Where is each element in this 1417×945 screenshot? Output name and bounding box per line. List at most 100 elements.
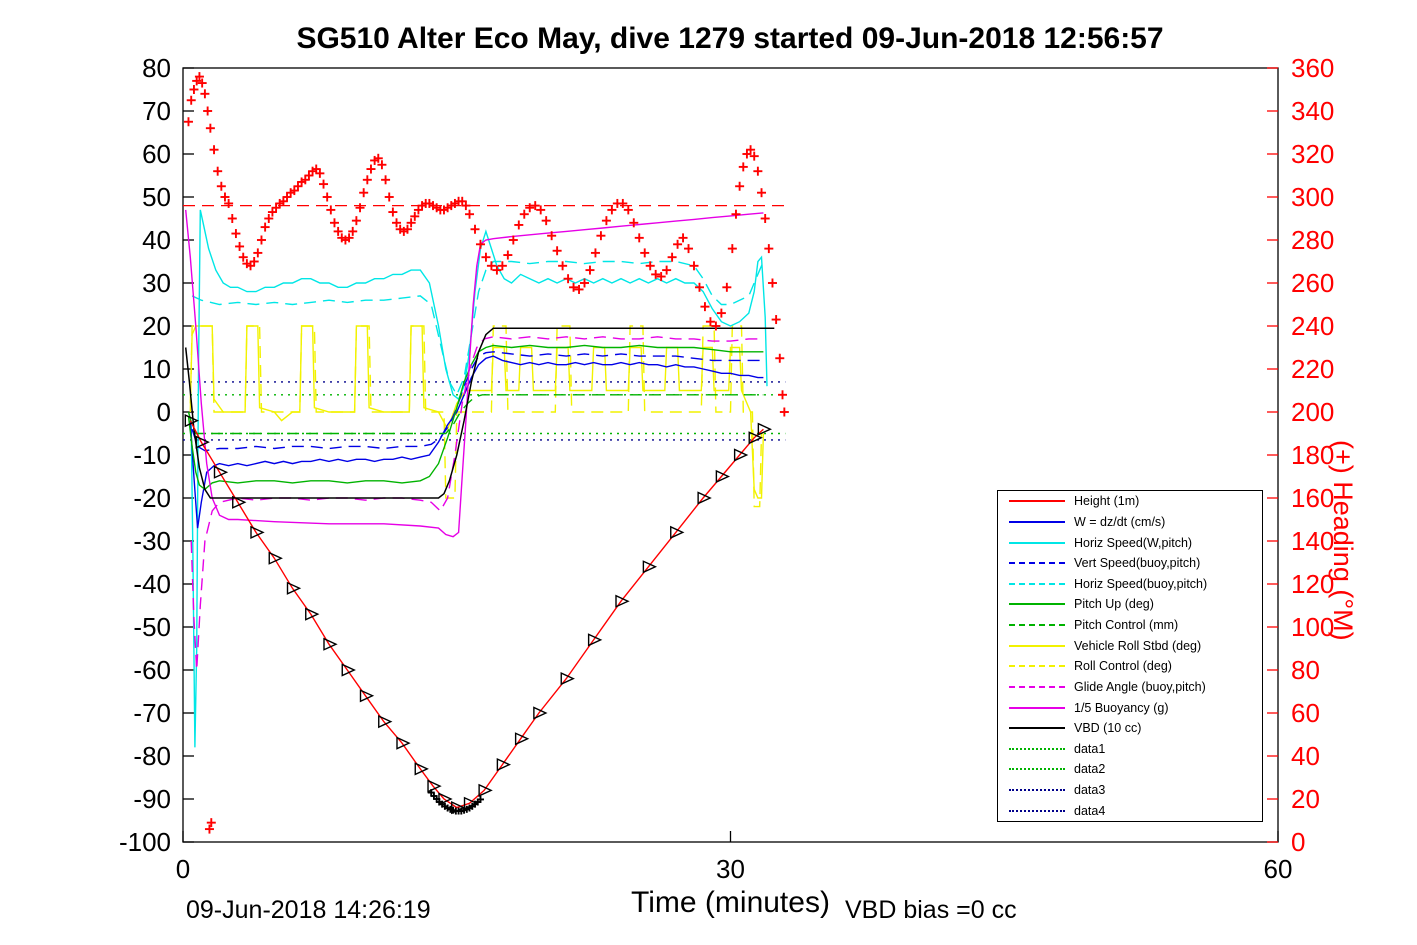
triangle-marker-icon [341, 663, 356, 677]
left-y-tick-label: -80 [133, 741, 171, 771]
right-y-tick-label: 220 [1291, 354, 1334, 384]
left-y-tick-label: -100 [119, 827, 171, 857]
triangle-marker-icon [286, 581, 302, 595]
right-y-tick-label: 280 [1291, 225, 1334, 255]
right-y-tick-label: 300 [1291, 182, 1334, 212]
series-glide-angle [190, 336, 764, 671]
left-y-tick-label: 40 [142, 225, 171, 255]
right-y-tick-label: 200 [1291, 397, 1334, 427]
left-y-tick-label: 80 [142, 53, 171, 83]
legend-entry-label: data3 [1074, 783, 1106, 798]
legend-line-sample-icon [1009, 727, 1065, 730]
legend-entry: Roll Control (deg) [998, 657, 1262, 676]
triangle-marker-icon [533, 706, 548, 720]
legend-line-sample-icon [1009, 768, 1065, 771]
series-buoyancy-fifth [185, 209, 764, 538]
series-vbd [184, 327, 775, 499]
legend-entry: Pitch Control (mm) [998, 616, 1262, 635]
legend-entry-label: Vehicle Roll Stbd (deg) [1074, 638, 1202, 653]
series-vehicle-roll-stbd [189, 325, 765, 499]
triangle-marker-icon [748, 431, 763, 445]
triangle-marker-icon [427, 779, 442, 793]
legend-entry-label: VBD (10 cc) [1074, 721, 1142, 736]
triangle-marker-icon [184, 414, 199, 428]
triangle-marker-icon [359, 689, 375, 703]
markers-heading [183, 72, 789, 834]
left-y-tick-label: 20 [142, 311, 171, 341]
right-y-tick-label: 360 [1291, 53, 1334, 83]
triangle-marker-icon [378, 715, 393, 729]
legend-line-sample-icon [1009, 500, 1065, 503]
triangle-marker-icon [213, 465, 229, 479]
x-tick-label: 30 [716, 854, 745, 884]
x-tick-label: 60 [1264, 854, 1293, 884]
legend-box: Height (1m) W = dz/dt (cm/s) Horiz Speed(W… [997, 490, 1263, 822]
legend-line-sample-icon [1009, 562, 1065, 565]
triangle-marker-icon [496, 758, 512, 772]
left-y-tick-label: 50 [142, 182, 171, 212]
triangle-marker-icon [305, 607, 320, 621]
right-y-tick-label: 320 [1291, 139, 1334, 169]
triangle-marker-icon [195, 435, 210, 449]
legend-line-sample-icon [1009, 541, 1065, 544]
right-y-tick-label: 160 [1291, 483, 1334, 513]
legend-entry: VBD (10 cc) [998, 719, 1262, 738]
triangle-marker-icon [478, 783, 493, 797]
vbd-bias-text: VBD bias =0 cc [845, 896, 1017, 924]
right-y-tick-label: 40 [1291, 741, 1320, 771]
right-y-tick-label: 0 [1291, 827, 1305, 857]
legend-entry: Vert Speed(buoy,pitch) [998, 554, 1262, 573]
legend-entry: data4 [998, 801, 1262, 820]
triangle-marker-icon [560, 672, 575, 686]
right-y-tick-label: 180 [1291, 440, 1334, 470]
legend-entry: Horiz Speed(buoy,pitch) [998, 574, 1262, 593]
legend-line-sample-icon [1009, 706, 1065, 709]
dive-end-timestamp: 09-Jun-2018 14:26:19 [186, 896, 431, 924]
right-y-tick-label: 240 [1291, 311, 1334, 341]
right-y-tick-label: 20 [1291, 784, 1320, 814]
legend-line-sample-icon [1009, 520, 1065, 523]
triangle-marker-icon [642, 560, 658, 574]
legend-entry-label: Pitch Up (deg) [1074, 597, 1154, 612]
right-y-tick-label: 60 [1291, 698, 1320, 728]
legend-entry-label: data1 [1074, 741, 1106, 756]
left-y-tick-label: -50 [133, 612, 171, 642]
legend-entry: Horiz Speed(W,pitch) [998, 533, 1262, 552]
left-y-tick-label: -60 [133, 655, 171, 685]
left-y-tick-label: -30 [133, 526, 171, 556]
left-y-tick-label: 0 [157, 397, 171, 427]
legend-entry: Height (1m) [998, 492, 1262, 511]
triangle-marker-icon [757, 422, 773, 436]
right-y-tick-label: 120 [1291, 569, 1334, 599]
legend-entry: Pitch Up (deg) [998, 595, 1262, 614]
series-horiz-speed-buoy-pitch [191, 260, 766, 397]
legend-line-sample-icon [1009, 685, 1065, 688]
triangle-marker-icon [715, 469, 731, 484]
legend-entry-label: Height (1m) [1074, 494, 1140, 509]
left-y-tick-label: -10 [133, 440, 171, 470]
right-y-tick-label: 260 [1291, 268, 1334, 298]
legend-entry: data1 [998, 739, 1262, 758]
legend-entry-label: 1/5 Buoyancy (g) [1074, 700, 1169, 715]
left-y-tick-label: -20 [133, 483, 171, 513]
triangle-marker-icon [670, 525, 685, 539]
triangle-marker-icon [615, 594, 630, 608]
left-y-tick-label: -90 [133, 784, 171, 814]
legend-entry: data3 [998, 781, 1262, 800]
triangle-marker-icon [323, 637, 338, 651]
legend-line-sample-icon [1009, 624, 1065, 627]
series-vert-speed-buoy-pitch [191, 351, 764, 452]
triangle-marker-icon [587, 633, 603, 647]
markers-height-bottom-samples [427, 789, 484, 815]
legend-entry-label: Horiz Speed(buoy,pitch) [1074, 576, 1208, 591]
legend-line-sample-icon [1009, 665, 1065, 668]
triangle-marker-icon [733, 448, 749, 462]
legend-line-sample-icon [1009, 809, 1065, 812]
triangle-marker-icon [268, 551, 283, 565]
left-y-tick-label: 70 [142, 96, 171, 126]
legend-entry-label: Vert Speed(buoy,pitch) [1074, 556, 1201, 571]
right-y-tick-label: 340 [1291, 96, 1334, 126]
legend-entry-label: Horiz Speed(W,pitch) [1074, 535, 1193, 550]
